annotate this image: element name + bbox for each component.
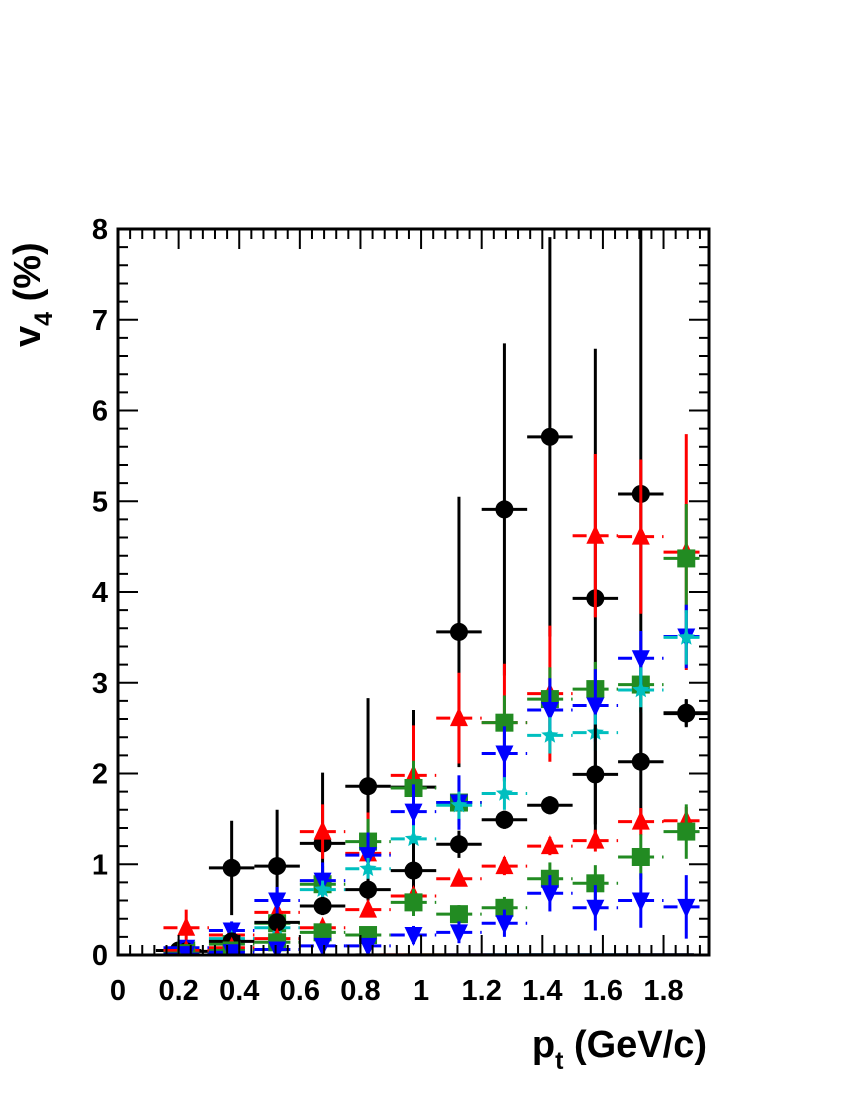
data-point xyxy=(404,861,423,880)
data-point xyxy=(313,937,332,955)
y-tick-label: 2 xyxy=(92,759,108,791)
data-point xyxy=(631,892,650,912)
data-point xyxy=(449,622,468,641)
series-4 xyxy=(163,604,709,955)
series-8 xyxy=(163,804,709,955)
data-point xyxy=(540,796,559,815)
data-point xyxy=(359,777,378,796)
data-point xyxy=(314,880,332,897)
x-axis-title: pt (GeV/c) xyxy=(532,1024,707,1075)
y-tick-label: 5 xyxy=(92,486,108,518)
tick-marks xyxy=(117,228,709,956)
x-tick-label: 1 xyxy=(413,975,429,1007)
data-point xyxy=(677,628,695,645)
data-point xyxy=(449,835,468,854)
series-5 xyxy=(163,610,709,955)
data-point xyxy=(268,857,287,876)
data-point xyxy=(540,427,559,446)
data-point xyxy=(404,803,423,823)
data-layer xyxy=(155,229,709,955)
series-6 xyxy=(163,699,709,955)
data-point xyxy=(586,524,605,544)
data-point xyxy=(632,681,650,698)
data-point xyxy=(495,810,514,829)
data-point xyxy=(450,796,468,813)
data-point xyxy=(313,923,332,942)
x-tick-label: 1.2 xyxy=(462,975,502,1007)
series-3 xyxy=(163,503,709,955)
data-point xyxy=(449,867,468,887)
series-1 xyxy=(155,229,709,955)
data-point xyxy=(222,858,241,877)
data-point xyxy=(177,916,196,936)
data-point xyxy=(268,913,287,932)
y-tick-label: 8 xyxy=(92,214,108,246)
data-point xyxy=(541,726,559,743)
data-point xyxy=(586,697,605,717)
data-point xyxy=(495,713,514,732)
data-point xyxy=(677,822,696,841)
data-point xyxy=(677,549,696,568)
x-tick-label: 1.4 xyxy=(522,975,562,1007)
data-point xyxy=(631,752,650,771)
data-point xyxy=(495,855,514,875)
x-tick-label: 0.6 xyxy=(280,975,320,1007)
data-point xyxy=(268,892,287,912)
data-point xyxy=(495,915,514,935)
x-tick-label: 0.4 xyxy=(219,975,259,1007)
data-point xyxy=(495,898,514,917)
y-tick-label: 6 xyxy=(92,396,108,428)
data-point xyxy=(449,924,468,944)
x-tick-label: 0.2 xyxy=(158,975,198,1007)
data-point xyxy=(677,898,696,918)
data-point xyxy=(268,941,287,955)
data-point xyxy=(631,525,650,545)
y-axis-title: v4 (%) xyxy=(7,242,58,347)
x-tick-label: 0 xyxy=(110,975,126,1007)
data-point xyxy=(449,707,468,727)
data-point xyxy=(313,820,332,840)
y-tick-label: 3 xyxy=(92,668,108,700)
data-point xyxy=(495,784,513,801)
data-point xyxy=(586,829,605,849)
data-point xyxy=(359,937,378,955)
data-point xyxy=(359,898,378,918)
data-point xyxy=(540,885,559,905)
y-tick-label: 0 xyxy=(92,940,108,972)
data-point xyxy=(540,835,559,855)
data-point xyxy=(586,899,605,919)
tick-labels: 0 0.2 0.4 0.6 0.8 1 1.2 1.4 1.6 1.8 0 1 2 3 4 5 6 7 8 xyxy=(92,214,684,1007)
data-point xyxy=(586,874,605,893)
data-point xyxy=(359,859,377,877)
data-point xyxy=(586,765,605,784)
series-9 xyxy=(163,873,709,955)
x-tick-label: 1.6 xyxy=(583,975,623,1007)
data-point xyxy=(677,704,696,723)
data-point xyxy=(359,847,378,867)
y-tick-label: 4 xyxy=(92,577,108,609)
data-point xyxy=(404,893,423,912)
y-tick-label: 7 xyxy=(92,305,108,337)
x-tick-label: 0.8 xyxy=(340,975,380,1007)
data-point xyxy=(359,880,378,899)
data-point xyxy=(631,810,650,830)
data-point xyxy=(404,829,423,847)
data-point xyxy=(404,927,423,947)
data-point xyxy=(631,847,650,866)
axis-ticks xyxy=(117,228,709,956)
y-tick-label: 1 xyxy=(92,849,108,881)
x-tick-label: 1.8 xyxy=(643,975,683,1007)
data-point xyxy=(540,701,559,721)
data-point xyxy=(313,896,332,915)
data-point xyxy=(495,745,514,765)
data-point xyxy=(631,650,650,670)
data-point xyxy=(449,905,468,924)
data-point xyxy=(495,500,514,519)
series-2 xyxy=(163,434,709,955)
